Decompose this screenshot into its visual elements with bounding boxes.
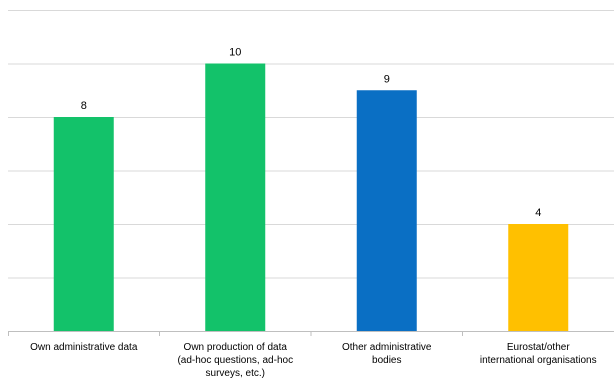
data-label: 4 [535,207,541,219]
x-axis: Own administrative data Own production of… [8,331,597,379]
data-labels: 8 10 9 4 [81,47,542,220]
x-tick-label: Own production of data (ad-hoc questions,… [177,342,293,379]
data-label: 8 [81,100,87,112]
bar [53,117,114,331]
bar [205,63,266,331]
x-tick-label: Other administrative bodies [342,342,432,366]
bars [53,63,569,331]
bar [356,90,417,331]
data-label: 10 [229,47,241,59]
x-tick-label: Own administrative data [30,342,138,353]
bar [508,224,569,331]
data-label: 9 [384,73,390,85]
x-tick-label: Eurostat/other international organisation… [480,342,597,366]
